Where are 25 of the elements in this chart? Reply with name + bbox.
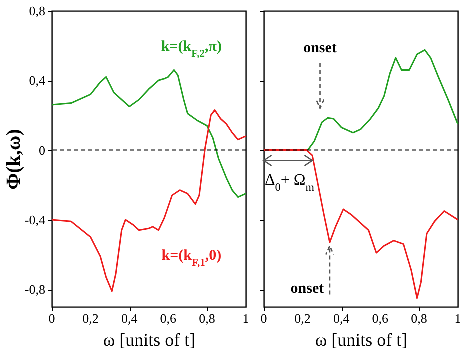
x-tick-label: 0,4 — [121, 311, 138, 326]
y-tick-label: -0,4 — [24, 212, 46, 228]
y-tick-label: 0,4 — [29, 73, 46, 88]
y-tick-label: 0,8 — [29, 4, 46, 18]
x-tick-label: 1 — [242, 311, 250, 326]
annotation: onset — [290, 280, 324, 297]
series-label: k=(k$_{F,2}$,π) — [161, 38, 222, 60]
x-tick-label: 1 — [454, 311, 462, 326]
x-tick-label: 0 — [48, 311, 56, 326]
x-tick-label: 0 — [260, 311, 268, 326]
x-tick-label: 0,2 — [82, 311, 99, 326]
series-label: k=(k$_{F,1}$,0) — [162, 248, 222, 268]
annotation: onset — [304, 40, 337, 57]
x-tick-label: 0,6 — [372, 311, 390, 326]
y-tick-label: 0 — [39, 142, 46, 158]
y-axis-title: Φ(k,ω) — [2, 129, 25, 190]
x-tick-label: 0,2 — [294, 311, 311, 326]
x-tick-label: 0,8 — [411, 311, 428, 326]
x-tick-label: 0,4 — [333, 311, 350, 326]
x-axis-title: ω [units of t] — [103, 330, 196, 350]
x-tick-label: 0,6 — [160, 311, 178, 326]
x-tick-label: 0,8 — [199, 311, 216, 326]
annotation: Δ$_{0}$+ Ω$_{m}$ — [264, 172, 315, 194]
x-axis-title: ω [units of t] — [315, 330, 408, 350]
y-tick-label: -0,8 — [24, 282, 46, 298]
